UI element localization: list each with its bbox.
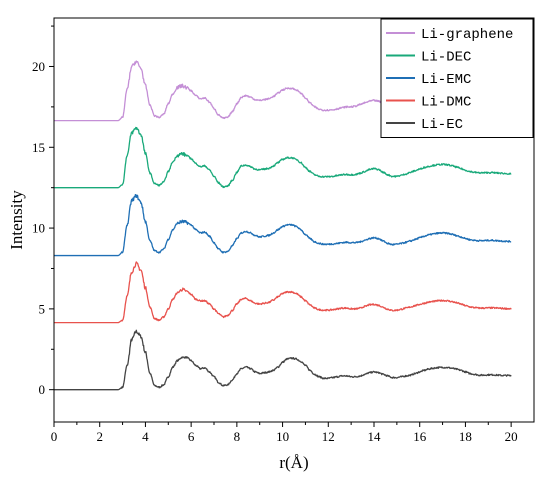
x-axis-label: r(Å) — [279, 453, 308, 472]
x-tick-label: 8 — [234, 429, 241, 444]
x-tick-label: 10 — [276, 429, 289, 444]
x-tick-label: 18 — [459, 429, 472, 444]
x-tick-label: 20 — [505, 429, 518, 444]
y-tick-label: 15 — [32, 140, 45, 155]
y-tick-label: 10 — [32, 221, 45, 236]
x-tick-label: 6 — [188, 429, 195, 444]
legend: Li-graphene Li-DEC Li-EMC Li-DMC Li-EC — [380, 18, 534, 138]
ticks-layer: 0 2 4 6 8 10 12 14 16 18 20 0 5 10 15 20 — [32, 25, 518, 444]
series-line-li-emc — [54, 194, 512, 257]
x-tick-label: 14 — [368, 429, 382, 444]
series-line-li-ec — [54, 329, 512, 391]
x-tick-label: 2 — [96, 429, 103, 444]
legend-label: Li-graphene — [421, 27, 513, 43]
x-tick-label: 12 — [322, 429, 335, 444]
x-tick-label: 0 — [51, 429, 58, 444]
y-tick-label: 0 — [39, 382, 46, 397]
plot-frame — [53, 17, 535, 423]
y-tick-label: 20 — [32, 59, 45, 74]
y-axis-label: Intensity — [7, 190, 26, 250]
legend-label: Li-EMC — [421, 72, 471, 88]
legend-label: Li-DEC — [421, 50, 471, 66]
y-tick-label: 5 — [39, 301, 46, 316]
x-tick-label: 16 — [413, 429, 427, 444]
legend-label: Li-EC — [421, 117, 463, 133]
series-layer — [54, 60, 512, 391]
legend-label: Li-DMC — [421, 95, 471, 111]
series-line-li-dmc — [54, 261, 512, 324]
x-tick-label: 4 — [142, 429, 149, 444]
series-line-li-dec — [54, 126, 512, 189]
